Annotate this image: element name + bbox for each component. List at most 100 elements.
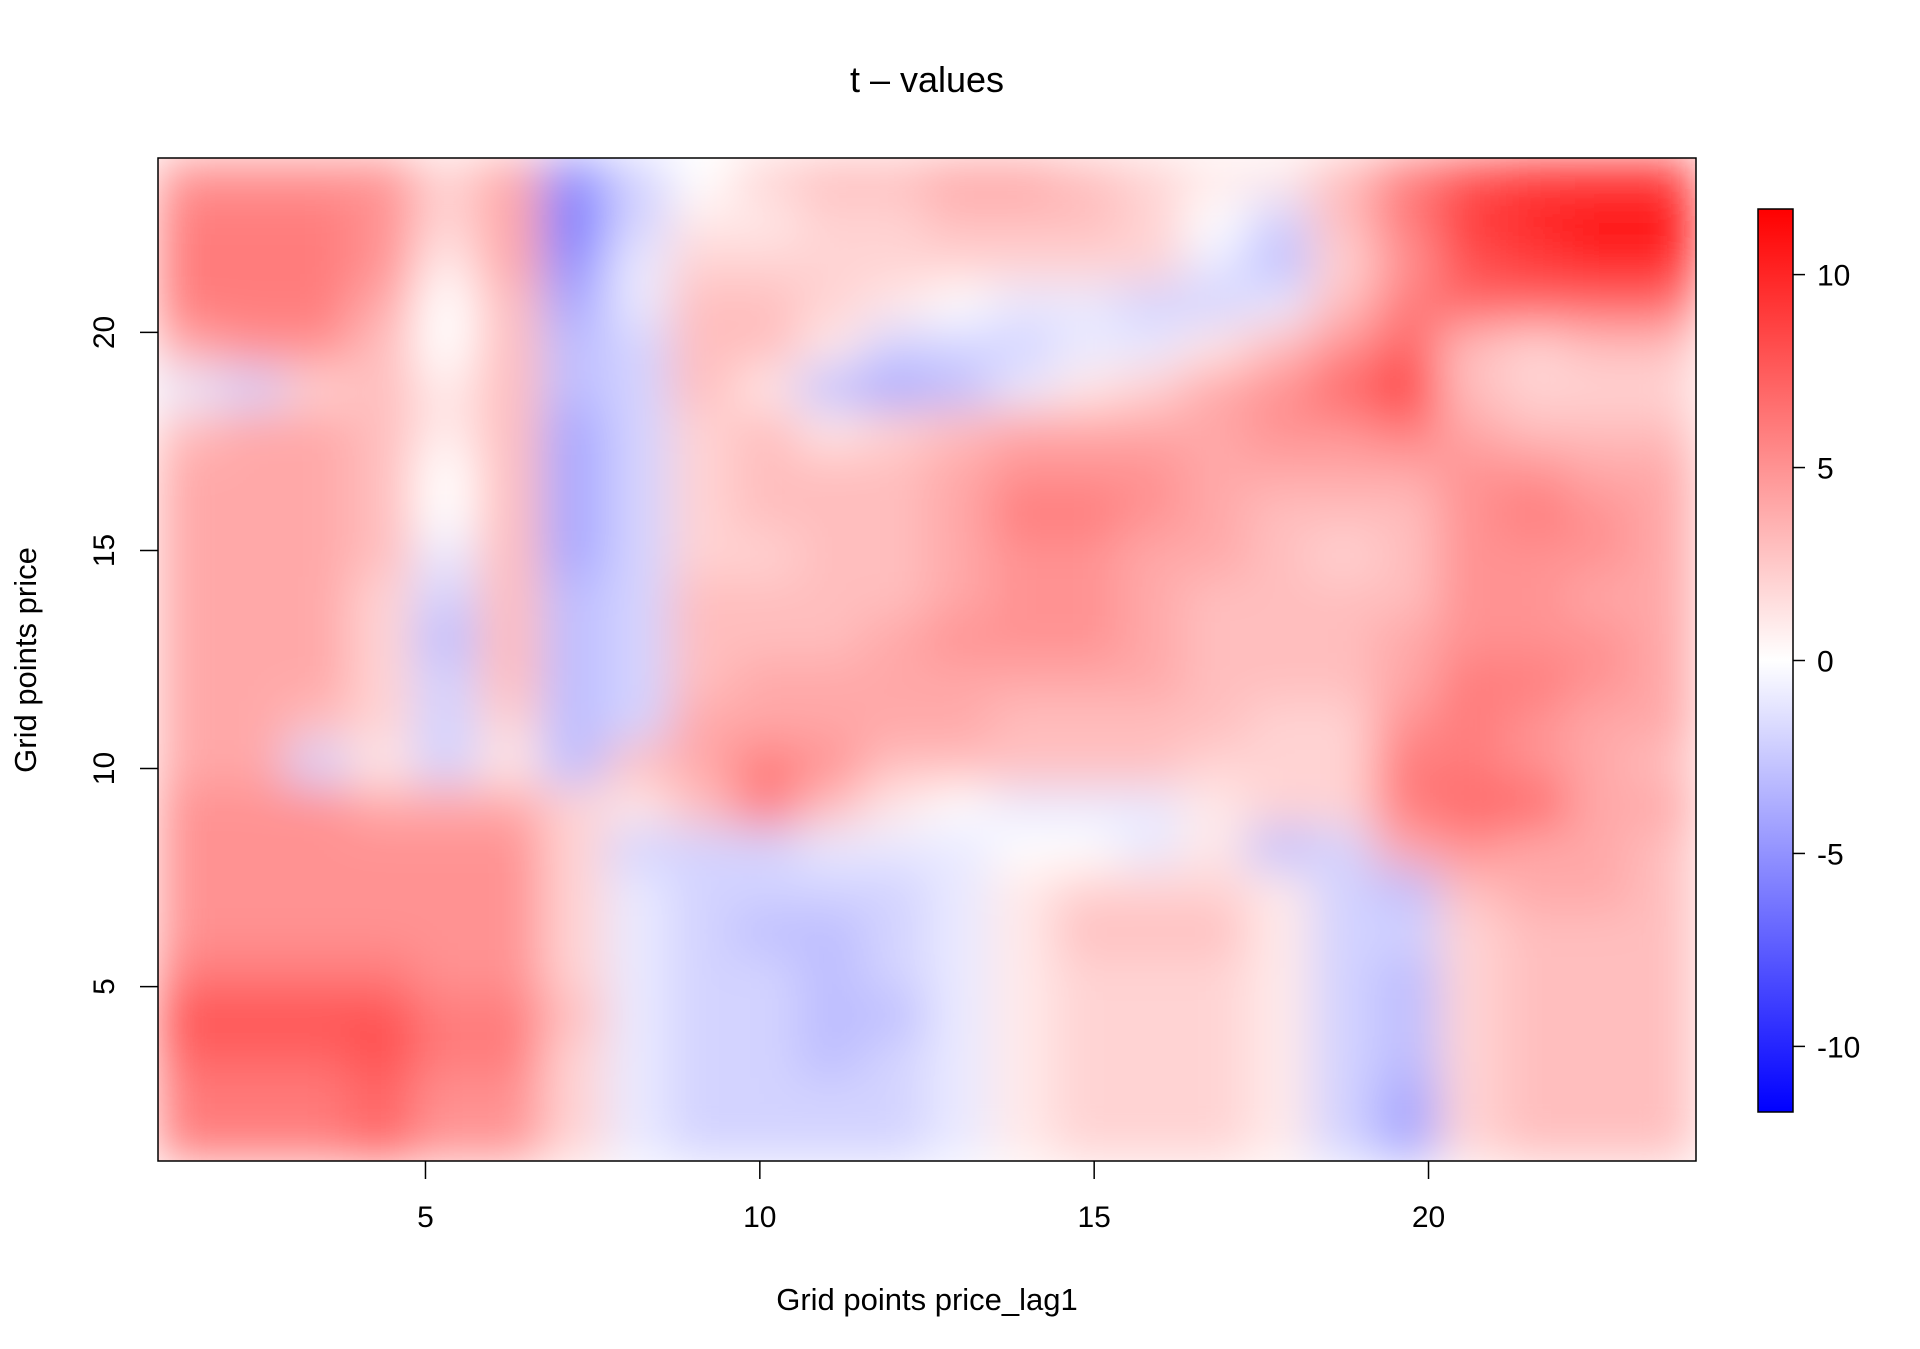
heatmap-cell bbox=[158, 324, 223, 368]
heatmap-cell bbox=[221, 324, 287, 368]
heatmap-cell bbox=[158, 742, 223, 786]
heatmap-cell bbox=[1311, 1076, 1377, 1120]
heatmap-cell bbox=[221, 951, 287, 995]
heatmap-cell bbox=[413, 909, 479, 953]
heatmap-cell bbox=[1246, 951, 1312, 995]
heatmap-cell bbox=[1503, 867, 1569, 911]
heatmap-cell bbox=[670, 282, 736, 326]
heatmap-cell bbox=[285, 282, 351, 326]
heatmap-cell bbox=[285, 1076, 351, 1120]
heatmap-cell bbox=[1375, 867, 1441, 911]
heatmap-cell bbox=[670, 1035, 736, 1078]
heatmap-cell bbox=[285, 575, 351, 619]
heatmap-cell bbox=[221, 1076, 287, 1120]
heatmap-cell bbox=[926, 491, 992, 535]
heatmap-cell bbox=[158, 784, 223, 828]
heatmap-cell bbox=[477, 158, 543, 201]
heatmap-cell bbox=[734, 1118, 800, 1161]
heatmap-cell bbox=[862, 951, 928, 995]
heatmap-cell bbox=[542, 617, 608, 660]
heatmap-cell bbox=[542, 742, 608, 786]
heatmap-cell bbox=[1631, 951, 1696, 995]
heatmap-cell bbox=[542, 366, 608, 410]
heatmap-cell bbox=[1375, 199, 1441, 243]
heatmap-cell bbox=[670, 700, 736, 744]
heatmap-cell bbox=[1503, 700, 1569, 744]
heatmap-cell bbox=[221, 199, 287, 243]
heatmap-cell bbox=[1567, 324, 1633, 368]
heatmap-cell bbox=[1503, 951, 1569, 995]
heatmap-cell bbox=[285, 826, 351, 869]
heatmap-cell bbox=[413, 993, 479, 1037]
heatmap-cell bbox=[542, 659, 608, 702]
heatmap-cell bbox=[1567, 1118, 1633, 1161]
heatmap-cell bbox=[542, 533, 608, 577]
heatmap-cell bbox=[477, 659, 543, 702]
heatmap-cell bbox=[1503, 241, 1569, 284]
heatmap-cell bbox=[1182, 1076, 1248, 1120]
heatmap-cell bbox=[1631, 826, 1696, 869]
heatmap-cell bbox=[1631, 1118, 1696, 1161]
heatmap-cell bbox=[670, 158, 736, 201]
heatmap-cell bbox=[349, 491, 415, 535]
heatmap-cell bbox=[1439, 909, 1505, 953]
heatmap-cell bbox=[1118, 450, 1184, 493]
heatmap-cell bbox=[413, 1118, 479, 1161]
heatmap-cell bbox=[1311, 1118, 1377, 1161]
heatmap-cell bbox=[926, 241, 992, 284]
heatmap-cell bbox=[158, 533, 223, 577]
heatmap-cell bbox=[1503, 617, 1569, 660]
heatmap-cell bbox=[158, 1035, 223, 1078]
heatmap-cell bbox=[1631, 617, 1696, 660]
heatmap-cell bbox=[477, 700, 543, 744]
heatmap-cell bbox=[477, 909, 543, 953]
heatmap-cell bbox=[1567, 241, 1633, 284]
heatmap-cell bbox=[926, 1035, 992, 1078]
heatmap-cell bbox=[606, 742, 672, 786]
heatmap-cell bbox=[798, 867, 864, 911]
heatmap-cell bbox=[413, 659, 479, 702]
heatmap-cell bbox=[413, 867, 479, 911]
heatmap-cell bbox=[1182, 826, 1248, 869]
heatmap-cell bbox=[1311, 742, 1377, 786]
heatmap-cell bbox=[926, 993, 992, 1037]
heatmap-cell bbox=[670, 241, 736, 284]
heatmap-cell bbox=[158, 700, 223, 744]
heatmap-cell bbox=[1631, 158, 1696, 201]
heatmap-cell bbox=[1182, 742, 1248, 786]
heatmap-cell bbox=[798, 533, 864, 577]
heatmap-cell bbox=[1439, 784, 1505, 828]
heatmap-cell bbox=[606, 408, 672, 452]
heatmap-cell bbox=[542, 1076, 608, 1120]
heatmap-cell bbox=[285, 199, 351, 243]
heatmap-cell bbox=[542, 450, 608, 493]
heatmap-cell bbox=[1567, 909, 1633, 953]
heatmap-cell bbox=[606, 867, 672, 911]
heatmap-cell bbox=[798, 617, 864, 660]
heatmap-cell bbox=[285, 700, 351, 744]
heatmap-cell bbox=[158, 1076, 223, 1120]
heatmap-cell bbox=[349, 742, 415, 786]
heatmap-cell bbox=[1182, 993, 1248, 1037]
heatmap-cell bbox=[1503, 366, 1569, 410]
heatmap-cell bbox=[1631, 993, 1696, 1037]
heatmap-cell bbox=[1503, 909, 1569, 953]
heatmap-cell bbox=[1311, 575, 1377, 619]
heatmap-cell bbox=[542, 867, 608, 911]
heatmap-cell bbox=[413, 158, 479, 201]
heatmap-cell bbox=[1375, 826, 1441, 869]
heatmap-cell bbox=[926, 826, 992, 869]
heatmap-cell bbox=[1567, 659, 1633, 702]
heatmap-cell bbox=[349, 282, 415, 326]
heatmap-cell bbox=[862, 700, 928, 744]
heatmap-cell bbox=[1054, 659, 1120, 702]
heatmap-cell bbox=[1246, 1076, 1312, 1120]
heatmap-cell bbox=[1439, 241, 1505, 284]
heatmap-cell bbox=[1054, 826, 1120, 869]
heatmap-cell bbox=[158, 408, 223, 452]
heatmap-cell bbox=[1182, 408, 1248, 452]
heatmap-cell bbox=[1182, 700, 1248, 744]
heatmap-cell bbox=[285, 1035, 351, 1078]
heatmap-cell bbox=[1375, 241, 1441, 284]
heatmap-cell bbox=[477, 826, 543, 869]
